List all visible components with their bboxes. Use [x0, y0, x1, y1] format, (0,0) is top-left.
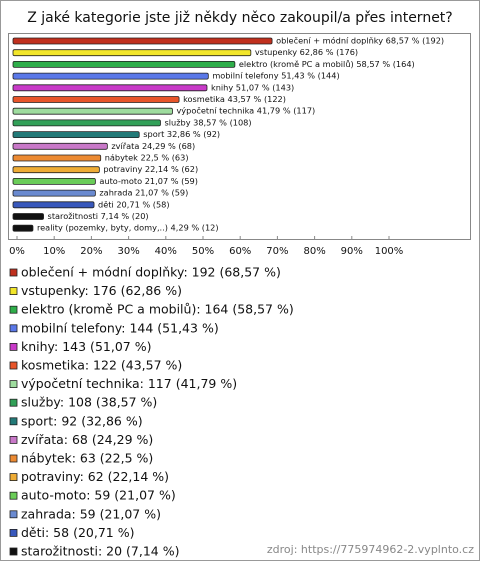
bar-label: reality (pozemky, byty, domy,..) 4,29 % …: [37, 223, 219, 233]
legend-swatch: [9, 547, 18, 556]
bar: [12, 154, 102, 162]
legend-swatch: [9, 473, 18, 482]
legend-swatch: [9, 398, 18, 407]
source: zdroj: https://775974962-2.vyplnto.cz: [267, 543, 474, 556]
bar-label: kosmetika 43,57 % (122): [183, 94, 286, 104]
legend-label: děti: 58 (20,71 %): [21, 525, 134, 540]
legend-swatch: [9, 435, 18, 444]
chart-title: Z jaké kategorie jste již někdy něco zak…: [27, 10, 452, 26]
bar-label: nábytek 22,5 % (63): [105, 153, 189, 163]
bar: [12, 61, 236, 68]
legend-label: potraviny: 62 (22,14 %): [21, 469, 169, 484]
bar: [12, 166, 100, 174]
x-tick-label: 50%: [192, 246, 214, 257]
x-tick-label: 80%: [303, 246, 325, 257]
bar: [12, 37, 273, 45]
legend-label: zvířata: 68 (24,29 %): [21, 432, 153, 447]
bar-label: auto-moto 21,07 % (59): [99, 176, 198, 186]
bar-label: potraviny 22,14 % (62): [103, 164, 198, 174]
bar: [12, 224, 34, 232]
x-tick-label: 0%: [9, 246, 25, 257]
x-tick-label: 20%: [80, 246, 102, 257]
legend-label: auto-moto: 59 (21,07 %): [21, 488, 176, 503]
x-tick-label: 10%: [43, 246, 65, 257]
legend-swatch: [9, 361, 18, 370]
bar-label: mobilní telefony 51,43 % (144): [212, 71, 339, 81]
legend-label: zahrada: 59 (21,07 %): [21, 506, 161, 521]
legend-swatch: [9, 491, 18, 500]
legend-label: nábytek: 63 (22,5 %): [21, 451, 153, 466]
legend-label: starožitnosti: 20 (7,14 %): [21, 544, 179, 559]
bar: [12, 131, 140, 139]
bar: [12, 119, 161, 127]
bar-label: zahrada 21,07 % (59): [99, 188, 188, 198]
legend-swatch: [9, 305, 18, 314]
bar: [12, 213, 44, 220]
x-tick-label: 60%: [229, 246, 251, 257]
bar-label: vstupenky 62,86 % (176): [255, 47, 358, 57]
bar-label: výpočetní technika 41,79 % (117): [176, 106, 315, 116]
bar: [12, 49, 252, 57]
x-tick-label: 40%: [155, 246, 177, 257]
bar: [12, 177, 96, 185]
bar: [12, 189, 96, 197]
legend-swatch: [9, 454, 18, 463]
legend-label: kosmetika: 122 (43,57 %): [21, 358, 182, 373]
legend-label: oblečení + módní doplňky: 192 (68,57 %): [21, 265, 281, 280]
legend-label: sport: 92 (32,86 %): [21, 413, 143, 428]
bar: [12, 142, 108, 150]
bar: [12, 72, 209, 80]
bar: [12, 201, 95, 209]
bar-label: zvířata 24,29 % (68): [111, 141, 195, 151]
legend-swatch: [9, 417, 18, 426]
bar-label: oblečení + módní doplňky 68,57 % (192): [276, 36, 444, 46]
bar-label: děti 20,71 % (58): [98, 199, 170, 209]
x-tick-label: 100%: [375, 246, 404, 257]
legend-label: knihy: 143 (51,07 %): [21, 339, 151, 354]
bar: [12, 107, 173, 115]
legend-swatch: [9, 268, 18, 277]
legend-swatch: [9, 324, 18, 333]
legend-label: výpočetní technika: 117 (41,79 %): [21, 376, 237, 391]
bar-label: sport 32,86 % (92): [143, 129, 220, 139]
legend-swatch: [9, 529, 18, 537]
x-tick-label: 90%: [341, 246, 363, 257]
legend-swatch: [9, 380, 18, 389]
legend-swatch: [9, 342, 18, 351]
bar-label: služby 38,57 % (108): [164, 117, 251, 127]
legend-label: elektro (kromě PC a mobilů): 164 (58,57 …: [21, 302, 294, 317]
bar-label: elektro (kromě PC a mobilů) 58,57 % (164…: [239, 59, 415, 69]
legend-label: mobilní telefony: 144 (51,43 %): [21, 320, 219, 335]
bar-label: starožitnosti 7,14 % (20): [48, 211, 149, 221]
bar: [12, 84, 208, 92]
legend-label: vstupenky: 176 (62,86 %): [21, 283, 182, 298]
legend-label: služby: 108 (38,57 %): [21, 395, 157, 410]
bar: [12, 96, 180, 103]
legend-swatch: [9, 287, 18, 296]
x-tick-label: 30%: [117, 246, 139, 257]
bar-label: knihy 51,07 % (143): [211, 82, 294, 92]
legend-swatch: [9, 510, 18, 519]
x-tick-label: 70%: [266, 246, 288, 257]
